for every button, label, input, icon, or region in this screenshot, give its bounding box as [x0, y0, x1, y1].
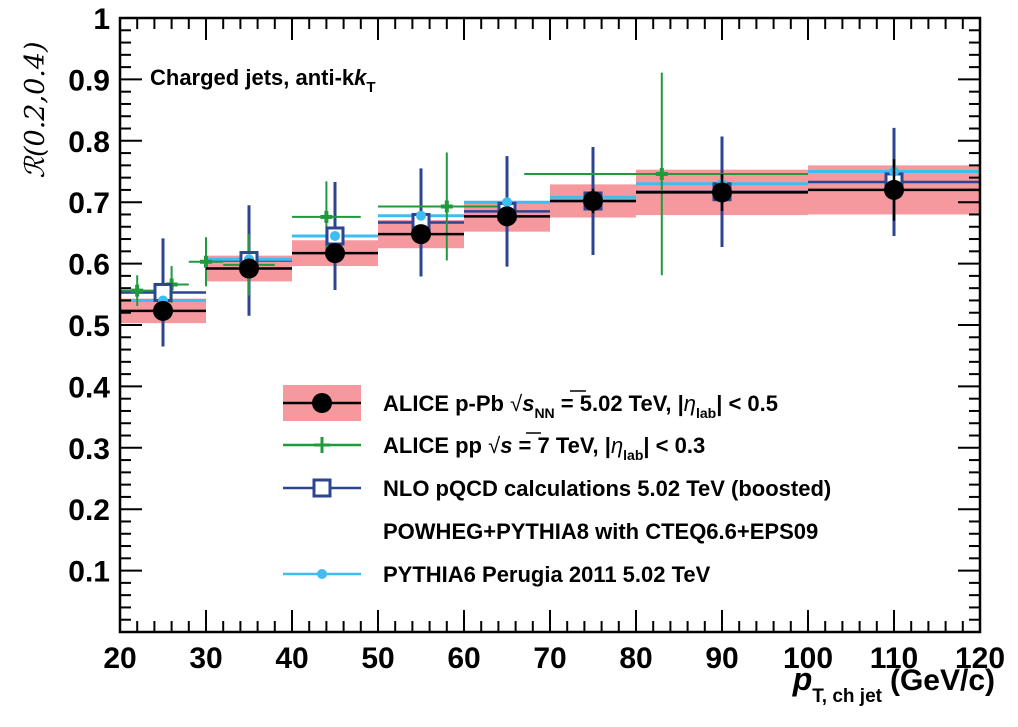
y-tick-label-5: 0.6	[68, 249, 110, 282]
x-tick-label-30: 30	[189, 642, 222, 675]
ppb-marker-3	[411, 224, 431, 245]
x-axis-title-sub: T, ch jet	[812, 686, 882, 707]
x-tick-label-100: 100	[783, 642, 833, 675]
y-tick-label-8: 0.9	[68, 64, 110, 97]
sqrt-glyph: √	[510, 391, 523, 416]
x-tick-label-110: 110	[870, 642, 918, 675]
x-axis-title: pT, ch jet (GeV/c)	[792, 661, 995, 707]
x-tick-label-80: 80	[619, 642, 652, 675]
legend-item-alice-ppb: ALICE p-Pb √sNN = 5.02 TeV, |ηlab| < 0.5	[283, 385, 778, 421]
x-tick-label-120: 120	[955, 642, 1005, 675]
x-tick-label-50: 50	[361, 642, 394, 675]
ppb-marker-5	[583, 190, 603, 211]
x-axis-title-p: p	[792, 661, 813, 697]
annotation-sub: T	[366, 79, 375, 96]
y-tick-label-4: 0.5	[68, 310, 110, 343]
legend-item-pythia6: PYTHIA6 Perugia 2011 5.02 TeV	[283, 562, 711, 587]
pythia6-marker-3	[416, 210, 426, 221]
x-axis-title-unit: (GeV/c)	[890, 664, 995, 697]
ppb-marker-2	[325, 243, 345, 264]
pythia6-marker-2	[330, 230, 340, 241]
ppb-marker-6	[712, 182, 732, 203]
ppb-marker-0	[153, 300, 173, 321]
legend-ppb-marker	[312, 393, 332, 413]
x-tick-label-20: 20	[103, 642, 136, 675]
legend: ALICE p-Pb √sNN = 5.02 TeV, |ηlab| < 0.5…	[283, 385, 831, 587]
legend-nlo-marker	[312, 478, 332, 498]
legend-item-alice-pp: ALICE pp √s = 7 TeV, |ηlab| < 0.3	[283, 432, 705, 463]
legend-pp-label: ALICE pp √s = 7 TeV, |ηlab| < 0.3	[383, 433, 705, 463]
tick-labels: 20 30 40 50 60 70 80 90 100 110 120 0.1 0.2 0.3 0.4 0.5…	[68, 3, 1005, 675]
ppb-marker-7	[884, 179, 904, 200]
y-tick-label-3: 0.4	[68, 371, 110, 404]
data-series	[120, 72, 980, 347]
y-tick-label-2: 0.3	[68, 433, 110, 466]
x-tick-label-70: 70	[533, 642, 566, 675]
y-tick-label-6: 0.7	[68, 187, 110, 220]
legend-py6-marker	[317, 569, 327, 579]
ppb-marker-1	[239, 258, 259, 279]
annotation-text: Charged jets, anti-k	[150, 65, 355, 90]
x-tick-label-90: 90	[705, 642, 738, 675]
axes	[118, 16, 982, 634]
chart-annotation: Charged jets, anti-kkT	[150, 65, 376, 96]
x-tick-label-60: 60	[447, 642, 480, 675]
legend-py6-label: PYTHIA6 Perugia 2011 5.02 TeV	[383, 562, 711, 587]
y-axis-title: ℛ(0.2,0.4)	[20, 41, 51, 178]
x-tick-label-40: 40	[275, 642, 308, 675]
y-tick-label-0: 0.1	[68, 556, 110, 589]
legend-item-nlo: NLO pQCD calculations 5.02 TeV (boosted)…	[283, 476, 831, 544]
ppb-marker-4	[497, 206, 517, 227]
pythia6-marker-4	[502, 197, 512, 208]
y-tick-label-7: 0.8	[68, 126, 110, 159]
legend-ppb-label: ALICE p-Pb √sNN = 5.02 TeV, |ηlab| < 0.5	[383, 391, 778, 421]
annotation-k: k	[354, 65, 368, 90]
legend-nlo-label: NLO pQCD calculations 5.02 TeV (boosted)	[383, 476, 831, 501]
y-tick-label-1: 0.2	[68, 494, 110, 527]
y-tick-label-9: 1	[93, 3, 110, 36]
legend-nlo-label-2: POWHEG+PYTHIA8 with CTEQ6.6+EPS09	[383, 519, 818, 544]
